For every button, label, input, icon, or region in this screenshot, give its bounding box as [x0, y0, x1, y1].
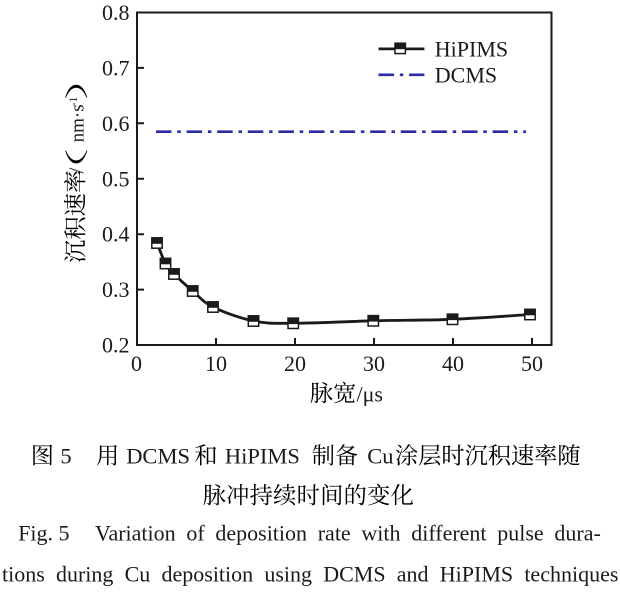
svg-text:20: 20 [284, 351, 306, 376]
svg-text:40: 40 [442, 351, 464, 376]
svg-text:50: 50 [521, 351, 543, 376]
svg-text:0.3: 0.3 [102, 277, 130, 302]
svg-text:-1: -1 [68, 96, 80, 106]
svg-text:Variation of deposition rate w: Variation of deposition rate with differ… [95, 520, 601, 545]
svg-text:10: 10 [205, 351, 227, 376]
svg-text:HiPIMS: HiPIMS [435, 36, 508, 61]
svg-text:0: 0 [131, 351, 142, 376]
svg-text:0.2: 0.2 [102, 333, 130, 358]
svg-text:HiPIMS: HiPIMS [225, 444, 300, 469]
svg-text:/: / [65, 168, 89, 174]
svg-text:5: 5 [60, 444, 71, 469]
svg-text:DCMS: DCMS [435, 63, 497, 88]
svg-text:Cu: Cu [367, 444, 393, 469]
svg-text:0.7: 0.7 [102, 55, 130, 80]
svg-text:30: 30 [363, 351, 385, 376]
svg-text:DCMS: DCMS [126, 444, 190, 469]
svg-text:Fig. 5: Fig. 5 [18, 520, 69, 545]
svg-text:0.6: 0.6 [102, 111, 130, 136]
svg-text:0.5: 0.5 [102, 166, 130, 191]
svg-text:0.8: 0.8 [102, 0, 130, 25]
svg-text:/μs: /μs [357, 381, 383, 406]
svg-text:tions during Cu deposition usi: tions during Cu deposition using DCMS an… [2, 561, 618, 586]
svg-text:0.4: 0.4 [102, 222, 130, 247]
svg-text:nm·s: nm·s [68, 104, 89, 142]
